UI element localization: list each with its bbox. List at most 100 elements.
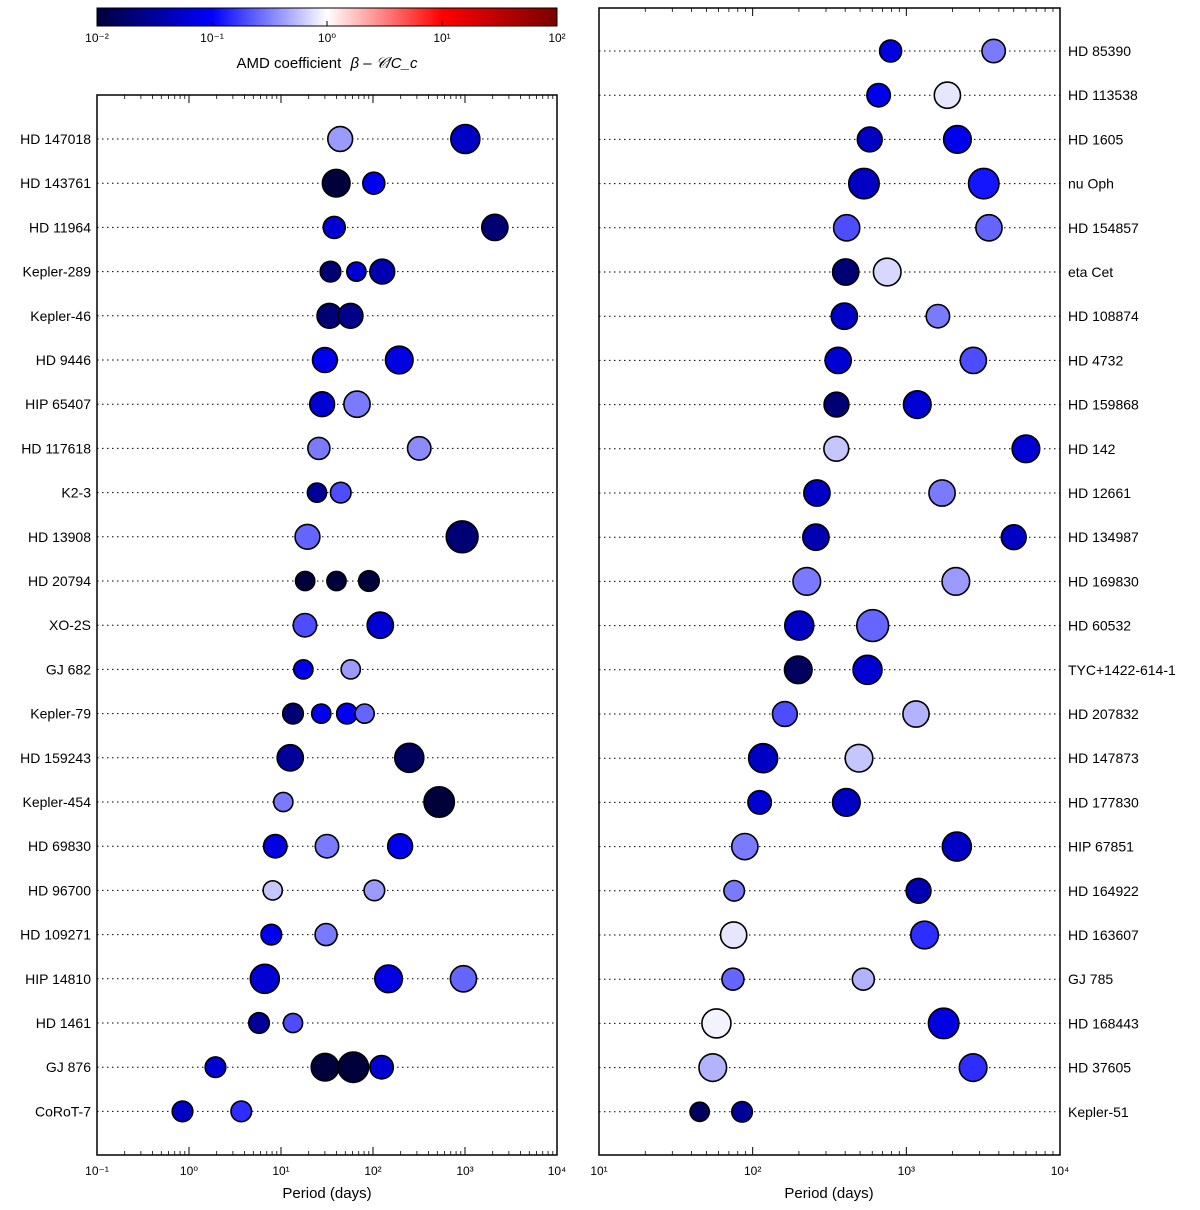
planet-marker <box>909 920 940 950</box>
x-tick-label: 10⁴ <box>1051 1164 1070 1178</box>
system-label: HD 96700 <box>28 882 91 898</box>
planet-marker <box>340 659 362 680</box>
planet-marker <box>249 963 281 995</box>
planet-marker <box>852 654 883 686</box>
planet-marker <box>851 967 876 992</box>
colorbar-tick-label: 10² <box>548 31 565 45</box>
planet-marker <box>369 1054 395 1080</box>
colorbar-tick-label: 10⁻¹ <box>200 31 224 45</box>
planet-marker <box>322 215 347 240</box>
planet-marker <box>294 570 316 592</box>
planet-marker <box>292 659 314 680</box>
system-label: HD 13908 <box>28 529 91 545</box>
system-label: HD 159243 <box>20 750 91 766</box>
system-label: HD 69830 <box>28 838 91 854</box>
system-label: HD 142 <box>1068 441 1116 457</box>
planet-marker <box>747 789 773 815</box>
system-label: GJ 785 <box>1068 971 1113 987</box>
planet-marker <box>319 260 342 283</box>
planet-marker <box>942 124 973 154</box>
planet-marker <box>294 523 321 550</box>
system-label: K2-3 <box>61 485 91 501</box>
planet-marker <box>361 171 386 195</box>
system-label: HD 4732 <box>1068 352 1123 368</box>
system-label: HD 143761 <box>20 175 91 191</box>
x-tick-label: 10⁴ <box>548 1164 567 1178</box>
system-label: HD 12661 <box>1068 485 1131 501</box>
planet-marker <box>783 655 813 685</box>
planet-marker <box>343 390 371 419</box>
planet-marker <box>204 1056 227 1079</box>
planet-marker <box>721 967 745 992</box>
planet-marker <box>310 703 332 725</box>
system-label: HD 117618 <box>21 440 91 456</box>
system-label: CoRoT-7 <box>35 1103 91 1119</box>
system-label: TYC+1422-614-1 <box>1068 662 1176 678</box>
system-label: HD 60532 <box>1068 618 1131 634</box>
system-label: HD 113538 <box>1068 87 1138 103</box>
planet-marker <box>384 345 414 375</box>
x-tick-label: 10³ <box>456 1164 473 1178</box>
planet-marker <box>262 833 288 859</box>
planet-marker <box>856 126 883 153</box>
planet-marker <box>981 38 1007 64</box>
system-label: HD 154857 <box>1068 220 1139 236</box>
planet-marker <box>373 964 404 994</box>
colorbar-label-math: β – 𝒞/C_c <box>349 55 418 72</box>
planet-marker <box>326 125 354 153</box>
planet-marker <box>480 213 509 242</box>
planet-marker <box>335 702 359 725</box>
system-label: eta Cet <box>1068 264 1113 280</box>
planet-marker <box>730 832 759 861</box>
planet-marker <box>832 213 861 242</box>
system-label: HD 147873 <box>1068 750 1139 766</box>
system-label: HD 108874 <box>1068 308 1139 324</box>
planet-marker <box>866 82 892 108</box>
planet-marker <box>337 302 364 329</box>
planet-marker <box>449 964 478 993</box>
planet-marker <box>423 785 456 818</box>
left-panel: HD 147018 HD 143761 HD 11964 Kepler-289 Kepl… <box>20 94 567 1202</box>
planet-marker <box>386 832 414 860</box>
planet-marker <box>855 608 890 643</box>
planet-marker <box>276 743 305 772</box>
planet-marker <box>329 481 352 504</box>
planet-marker <box>450 123 481 155</box>
planet-marker <box>830 302 859 331</box>
planet-marker <box>723 879 746 902</box>
system-label: HD 37605 <box>1068 1060 1131 1076</box>
planet-marker <box>933 81 962 110</box>
planet-marker <box>792 566 822 597</box>
colorbar-tick-label: 10¹ <box>433 31 450 45</box>
system-label: HD 159868 <box>1068 397 1139 413</box>
planet-marker <box>314 922 338 947</box>
planet-marker <box>308 391 336 418</box>
planet-marker <box>824 346 853 375</box>
system-label: HIP 67851 <box>1068 839 1134 855</box>
system-label: HD 169830 <box>1068 573 1139 589</box>
planet-marker <box>967 167 1000 200</box>
system-label: HD 109271 <box>20 927 91 943</box>
colorbar-ticks: 10⁻² 10⁻¹ 10⁰ 10¹ 10² <box>85 21 566 45</box>
planet-marker <box>928 479 956 507</box>
colorbar-tick-label: 10⁻² <box>85 31 109 45</box>
right-xlabel: Period (days) <box>784 1185 873 1202</box>
planet-marker <box>314 833 340 859</box>
planet-marker <box>698 1052 728 1083</box>
planet-marker <box>247 1011 271 1035</box>
planet-marker <box>406 435 432 461</box>
planet-marker <box>823 391 850 418</box>
planet-marker <box>771 700 799 728</box>
planet-marker <box>844 743 874 773</box>
system-label: XO-2S <box>49 617 91 633</box>
system-label: HD 168443 <box>1068 1015 1139 1031</box>
planet-marker <box>307 436 331 461</box>
planet-marker <box>959 346 988 375</box>
colorbar-tick-label: 10⁰ <box>318 31 336 45</box>
planet-marker <box>311 346 339 374</box>
x-tick-label: 10⁰ <box>180 1164 198 1178</box>
system-label: HD 20794 <box>28 573 91 589</box>
planet-marker <box>902 390 932 420</box>
x-tick-label: 10³ <box>898 1164 915 1178</box>
